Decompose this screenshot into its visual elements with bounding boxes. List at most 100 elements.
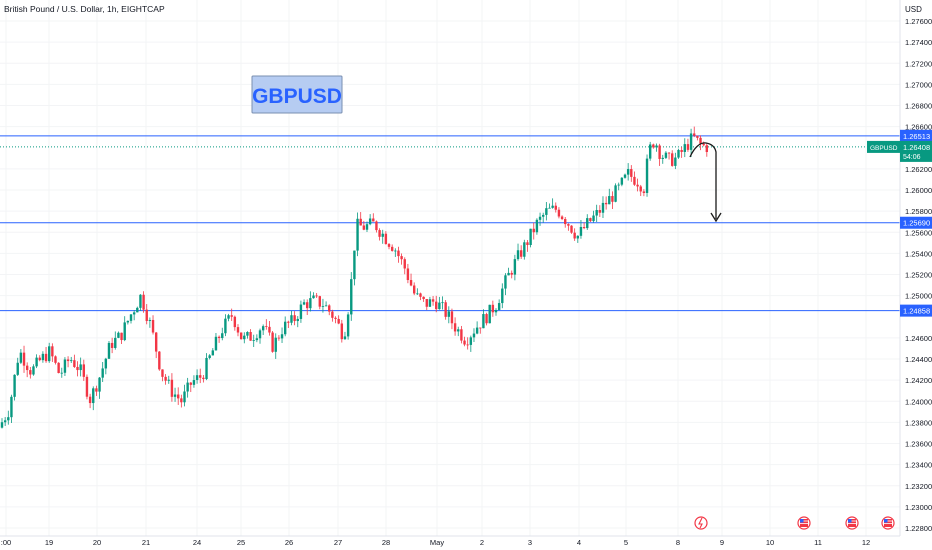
price-axis[interactable]: 1.27600 1.27400 1.27200 1.27000 1.26800 1.266… — [905, 17, 932, 533]
candle-body — [70, 360, 73, 362]
candle-body — [19, 352, 23, 363]
annotation-arrow[interactable] — [689, 142, 717, 219]
us-flag-icon[interactable] — [797, 516, 811, 530]
lightning-icon[interactable] — [694, 516, 708, 530]
candle-body — [648, 144, 652, 159]
candle-body — [438, 302, 441, 310]
candle-body — [337, 318, 340, 324]
candle-body — [400, 256, 403, 260]
candle-body — [507, 272, 510, 276]
candle-body — [466, 344, 469, 346]
candle-body — [661, 157, 664, 159]
candle-body — [516, 250, 520, 260]
candle-body — [236, 327, 240, 333]
candle-body — [343, 336, 347, 340]
candle-body — [601, 202, 605, 213]
candle-body — [535, 219, 539, 233]
candle-body — [92, 388, 95, 404]
candle-body — [73, 360, 76, 367]
candle-body — [82, 364, 86, 377]
candle-body — [560, 216, 564, 220]
time-tick-label: 3 — [528, 538, 532, 547]
candle-body — [88, 396, 92, 404]
candle-body — [693, 133, 696, 136]
time-tick-label: 19 — [45, 538, 53, 547]
candle-body — [334, 317, 337, 319]
candle-body — [365, 224, 369, 230]
time-tick-label: 21 — [142, 538, 150, 547]
current-price-label: 1.26408 — [903, 143, 930, 152]
candle-body — [230, 315, 233, 317]
level-price-label: 1.25690 — [903, 219, 930, 228]
candle-body — [655, 145, 658, 148]
price-tick-label: 1.23800 — [905, 418, 932, 427]
candle-body — [353, 250, 356, 280]
candle-body — [491, 304, 495, 313]
candle-body — [541, 214, 545, 217]
candle-body — [10, 396, 13, 418]
candle-body — [76, 366, 79, 371]
symbol-watermark-box[interactable] — [251, 75, 343, 114]
horizontal-levels — [0, 135, 900, 312]
candle-body — [252, 340, 255, 341]
arrow-head-icon — [710, 212, 722, 223]
candle-body — [359, 218, 362, 226]
candle-body — [107, 342, 111, 359]
us-flag-icon[interactable] — [845, 516, 859, 530]
candle-body — [32, 366, 35, 375]
candle-body — [277, 337, 281, 339]
candle-body — [309, 298, 312, 309]
candle-body — [667, 152, 671, 154]
time-axis[interactable]: :00 19 20 21 24 25 26 27 28 May 2 3 4 5 8 9 10 11 12 — [1, 538, 870, 547]
price-tick-label: 1.23200 — [905, 482, 932, 491]
candle-body — [450, 311, 454, 324]
candle-body — [356, 218, 359, 251]
candle-body — [620, 177, 624, 185]
time-tick-label: 5 — [624, 538, 628, 547]
candle-body — [208, 355, 211, 358]
candle-body — [532, 228, 535, 233]
candle-body — [44, 353, 48, 362]
candle-body — [683, 144, 686, 152]
us-flag-icon[interactable] — [881, 516, 895, 530]
candle-body — [199, 375, 202, 378]
candle-body — [328, 305, 331, 312]
candle-body — [110, 342, 114, 348]
candle-body — [557, 209, 561, 217]
candle-body — [47, 346, 51, 362]
price-tick-label: 1.26600 — [905, 123, 932, 132]
price-tick-label: 1.24400 — [905, 355, 932, 364]
candle-body — [501, 288, 504, 304]
candle-body — [623, 174, 627, 178]
level-price-label: 1.24858 — [903, 307, 930, 316]
candle-body — [608, 196, 611, 205]
candle-body — [29, 370, 32, 375]
candle-body — [346, 314, 350, 337]
price-tick-label: 1.23600 — [905, 440, 932, 449]
candle-body — [390, 246, 394, 251]
candle-body — [397, 250, 400, 257]
candle-body — [633, 176, 636, 185]
candle-body — [123, 322, 126, 341]
level-price-tag — [900, 129, 932, 142]
candle-body — [283, 321, 287, 335]
candle-body — [394, 250, 397, 252]
candle-body — [249, 331, 252, 341]
candle-body — [274, 337, 277, 352]
chart-title: British Pound / U.S. Dollar, 1h, EIGHTCA… — [4, 4, 165, 14]
candle-body — [221, 333, 224, 339]
candle-body — [306, 302, 309, 309]
candle-body — [652, 144, 655, 148]
candle-body — [523, 242, 526, 257]
candle-body — [664, 152, 668, 158]
candle-body — [406, 268, 410, 281]
candle-body — [57, 362, 60, 374]
candle-body — [686, 144, 690, 150]
time-tick-label: 12 — [862, 538, 870, 547]
price-tick-label: 1.25600 — [905, 228, 932, 237]
candle-body — [287, 321, 290, 323]
candle-body — [419, 293, 422, 297]
candle-body — [315, 295, 318, 297]
candle-body — [545, 208, 548, 215]
